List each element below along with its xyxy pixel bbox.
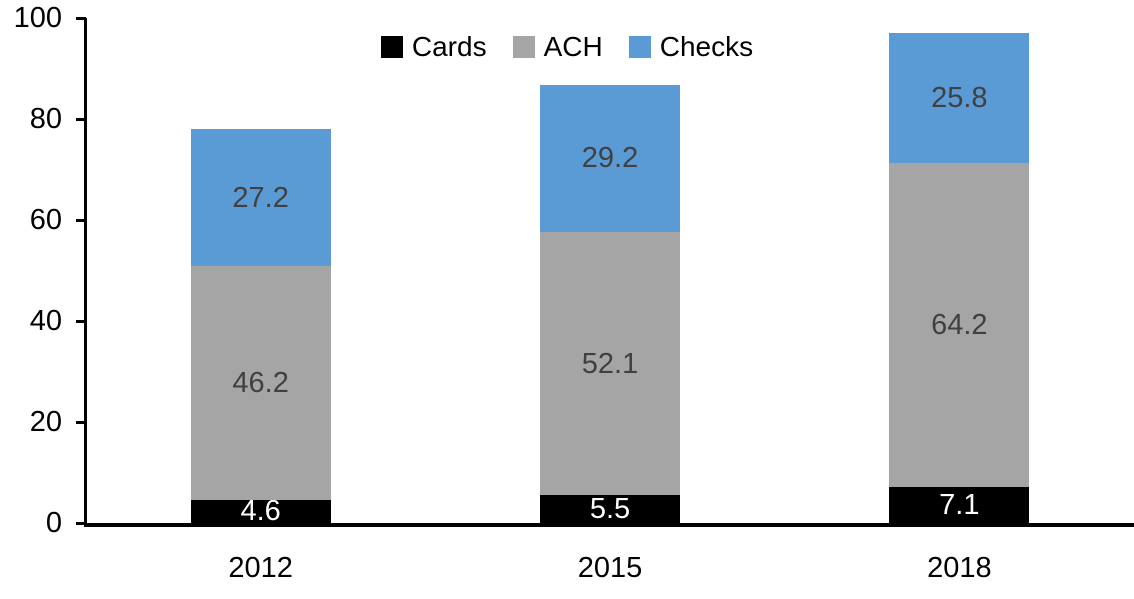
legend-label: Cards	[411, 31, 487, 62]
bar-value-label: 64.2	[931, 309, 988, 342]
chart-legend: Cards ACH Checks	[0, 33, 1134, 61]
y-axis-tick	[76, 17, 86, 20]
bar-segment-checks	[540, 84, 680, 233]
y-axis-tick-label: 40	[29, 305, 62, 337]
bar-value-label: 46.2	[232, 367, 289, 400]
x-axis-category-label: 2012	[228, 552, 293, 584]
bar-value-label: 25.8	[931, 81, 988, 114]
bar-segment-cards	[889, 487, 1030, 523]
bar-value-label: 5.5	[589, 493, 631, 526]
bar-value-label: 29.2	[581, 142, 639, 175]
bar-segment-ach	[540, 232, 680, 496]
legend-label: Checks	[659, 31, 754, 62]
y-axis-tick-label: 100	[13, 2, 62, 34]
bar-segment-ach	[889, 162, 1030, 488]
bar-value-label: 4.6	[240, 495, 281, 528]
x-axis-line	[84, 523, 1134, 527]
legend-item-ach: ACH	[512, 31, 603, 62]
bar-segment-checks	[889, 32, 1030, 163]
legend-label: ACH	[543, 31, 603, 62]
y-axis-tick	[76, 219, 86, 222]
y-axis-tick	[76, 320, 86, 323]
bar-value-label: 52.1	[581, 347, 639, 380]
bar-segment-ach	[190, 266, 331, 500]
x-axis-category-label: 2018	[927, 552, 992, 584]
bar-segment-checks	[190, 129, 331, 267]
bar-segment-cards	[190, 499, 331, 523]
bar-segment-cards	[540, 495, 680, 523]
legend-item-checks: Checks	[628, 31, 754, 62]
legend-item-cards: Cards	[380, 31, 487, 62]
ach-swatch-icon	[512, 36, 535, 58]
checks-swatch-icon	[628, 36, 651, 58]
y-axis-tick	[76, 522, 86, 525]
x-axis-category-label: 2015	[577, 552, 643, 584]
y-axis-tick	[76, 421, 86, 424]
y-axis-tick-label: 60	[29, 204, 62, 236]
y-axis-line	[84, 18, 87, 527]
y-axis-tick-label: 80	[29, 103, 62, 135]
bar-value-label: 27.2	[232, 181, 289, 214]
bar-value-label: 7.1	[939, 489, 980, 522]
y-axis-tick	[76, 118, 86, 121]
y-axis-tick-label: 0	[45, 507, 62, 539]
y-axis-tick-label: 20	[29, 406, 62, 438]
cards-swatch-icon	[380, 36, 403, 58]
